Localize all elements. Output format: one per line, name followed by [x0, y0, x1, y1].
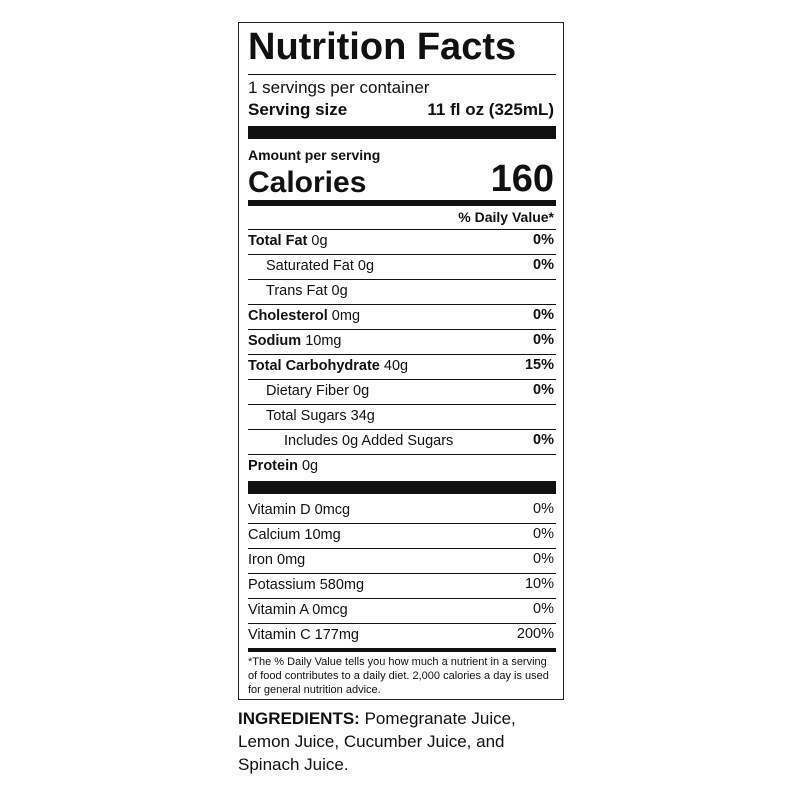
nutrient-amount: 0g — [311, 233, 328, 249]
rule — [248, 200, 556, 206]
footnote: *The % Daily Value tells you how much a … — [248, 656, 549, 696]
nutrient-name: Cholesterol — [248, 308, 328, 324]
ingredients-text: Pomegranate Juice, Lemon Juice, Cucumber… — [238, 709, 516, 774]
daily-value: 0% — [533, 232, 554, 249]
vitamin-row: Potassium 580mg — [248, 575, 364, 595]
nutrient-row: Total Sugars 34g — [266, 406, 375, 426]
nutrient-name: Saturated Fat — [266, 258, 354, 274]
calories-label: Calories — [248, 166, 367, 199]
nutrient-amount: 34g — [350, 408, 375, 424]
nutrient-row: Cholesterol 0mg — [248, 306, 360, 326]
rule — [248, 454, 556, 455]
nutrient-name: Total Carbohydrate — [248, 358, 380, 374]
vitamin-name: Vitamin C — [248, 627, 311, 643]
vitamin-row: Calcium 10mg — [248, 525, 341, 545]
nutrient-row: Saturated Fat 0g — [266, 256, 374, 276]
amount-per-serving: Amount per serving — [248, 146, 381, 163]
vitamin-row: Vitamin A 0mcg — [248, 600, 348, 620]
nutrient-amount: 10mg — [305, 333, 342, 349]
rule — [248, 354, 556, 355]
nutrient-row: Sodium 10mg — [248, 331, 341, 351]
nutrient-name: Sodium — [248, 333, 302, 349]
rule — [248, 429, 556, 430]
daily-value: 0% — [533, 307, 554, 324]
daily-value: 0% — [533, 551, 554, 568]
daily-value: 0% — [533, 257, 554, 274]
nutrient-row: Protein 0g — [248, 456, 318, 476]
nutrient-amount: 0g — [357, 258, 375, 274]
nutrient-amount: 0g — [353, 383, 370, 399]
rule — [248, 548, 556, 549]
nutrient-row: Includes 0g Added Sugars — [284, 431, 453, 451]
ingredients: INGREDIENTS: Pomegranate Juice, Lemon Ju… — [238, 707, 558, 776]
vitamin-row: Iron 0mg — [248, 550, 305, 570]
nutrient-amount: 40g — [383, 358, 409, 374]
daily-value: 10% — [524, 576, 554, 593]
vitamin-name: Calcium — [248, 527, 301, 543]
rule — [248, 74, 556, 75]
rule — [248, 481, 556, 494]
nutrient-name: Includes 0g Added Sugars — [284, 433, 454, 449]
vitamin-name: Iron — [248, 552, 273, 568]
rule — [248, 279, 556, 280]
ingredients-label: INGREDIENTS: — [238, 709, 360, 728]
servings: 1 servings per container — [248, 77, 430, 97]
daily-value-header: % Daily Value* — [458, 208, 554, 225]
rule — [248, 126, 556, 139]
daily-value: 0% — [533, 382, 554, 399]
daily-value: 200% — [516, 626, 554, 643]
vitamin-name: Potassium — [248, 577, 316, 593]
nutrient-row: Total Carbohydrate 40g — [248, 356, 408, 376]
calories: 160 — [490, 158, 554, 201]
vitamin-amount: 580mg — [319, 577, 365, 593]
nutrient-name: Total Fat — [248, 233, 308, 249]
rule — [248, 229, 556, 230]
daily-value: 0% — [533, 432, 554, 449]
vitamin-name: Vitamin A — [248, 602, 309, 618]
vitamin-row: Vitamin C 177mg — [248, 625, 359, 645]
vitamin-row: Vitamin D 0mcg — [248, 500, 350, 520]
daily-value: 0% — [533, 526, 554, 543]
rule — [248, 404, 556, 405]
nutrient-amount: 0g — [301, 458, 319, 474]
serving-size-label: Serving size — [248, 99, 348, 119]
nutrient-name: Protein — [248, 458, 298, 474]
title: Nutrition Facts — [248, 26, 517, 69]
vitamin-amount: 10mg — [304, 527, 341, 543]
daily-value: 0% — [533, 601, 554, 618]
vitamin-name: Vitamin D — [248, 502, 311, 518]
rule — [248, 598, 556, 599]
rule — [248, 573, 556, 574]
rule — [248, 304, 556, 305]
vitamin-amount: 0mcg — [314, 502, 351, 518]
vitamin-amount: 0mg — [277, 552, 306, 568]
vitamin-amount: 177mg — [314, 627, 359, 643]
rule — [248, 379, 556, 380]
daily-value: 0% — [533, 501, 554, 518]
daily-value: 15% — [524, 357, 554, 374]
daily-value: 0% — [533, 332, 554, 349]
nutrient-name: Trans Fat — [266, 283, 328, 299]
rule — [248, 623, 556, 624]
vitamin-amount: 0mcg — [312, 602, 348, 618]
nutrient-amount: 0mg — [331, 308, 361, 324]
rule — [248, 254, 556, 255]
serving-size: 11 fl oz (325mL) — [427, 99, 554, 119]
rule — [248, 523, 556, 524]
nutrient-amount: 0g — [331, 283, 348, 299]
rule — [248, 329, 556, 330]
rule — [248, 648, 556, 652]
nutrition-label: Nutrition Facts 1 servings per container S… — [238, 22, 564, 700]
nutrient-row: Dietary Fiber 0g — [266, 381, 369, 401]
nutrient-name: Dietary Fiber — [266, 383, 349, 399]
nutrient-row: Total Fat 0g — [248, 231, 328, 251]
nutrient-row: Trans Fat 0g — [266, 281, 348, 301]
nutrient-name: Total Sugars — [266, 408, 347, 424]
